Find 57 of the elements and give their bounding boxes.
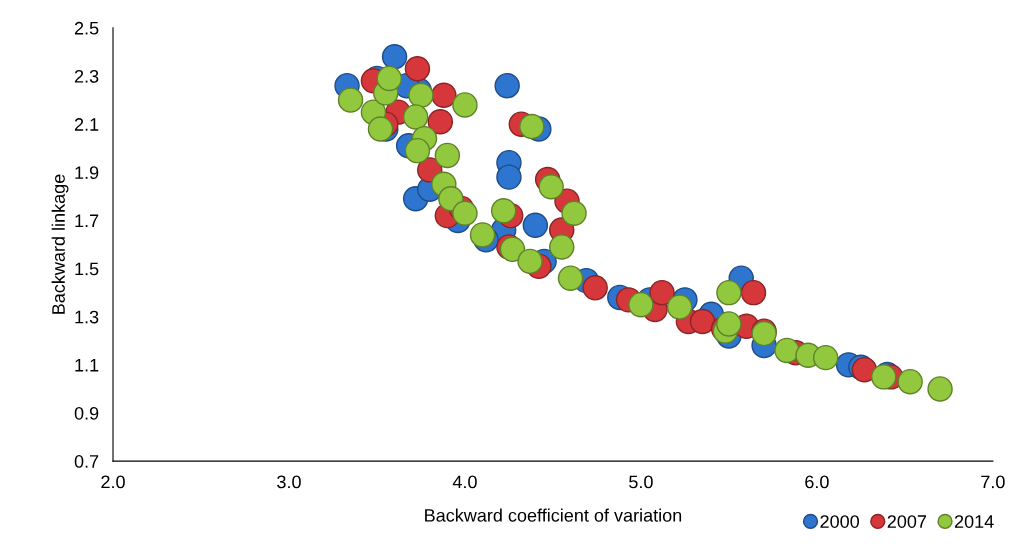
point bbox=[494, 72, 520, 99]
point bbox=[649, 279, 675, 306]
y-tick-label: 0.7 bbox=[74, 455, 99, 468]
point bbox=[716, 311, 742, 337]
point bbox=[496, 164, 522, 190]
point bbox=[404, 56, 431, 82]
point bbox=[689, 308, 716, 335]
point bbox=[522, 212, 549, 238]
point bbox=[376, 65, 403, 92]
y-tick-label: 2.3 bbox=[74, 69, 99, 83]
y-axis-title: Backward linkage bbox=[51, 174, 69, 314]
point bbox=[774, 337, 800, 364]
point bbox=[452, 92, 478, 118]
x-axis-title: Backward coefficient of variation bbox=[425, 508, 682, 522]
point bbox=[538, 174, 564, 200]
y-tick-label: 1.5 bbox=[75, 262, 99, 276]
point bbox=[452, 200, 478, 226]
point bbox=[549, 234, 575, 260]
legend-label: 2000 bbox=[820, 515, 860, 528]
point bbox=[469, 222, 496, 248]
point bbox=[337, 87, 364, 113]
point bbox=[431, 82, 457, 109]
y-tick-label: 1.3 bbox=[75, 310, 99, 324]
point bbox=[666, 294, 693, 320]
point bbox=[434, 142, 461, 169]
x-tick-label: 6.0 bbox=[805, 475, 829, 489]
y-tick-label: 0.9 bbox=[74, 406, 99, 420]
point bbox=[517, 248, 543, 275]
x-tick-label: 5.0 bbox=[629, 475, 653, 489]
point bbox=[812, 344, 839, 371]
point bbox=[381, 44, 408, 70]
x-tick-label: 2.0 bbox=[101, 475, 125, 489]
y-tick-label: 1.7 bbox=[75, 214, 99, 227]
point bbox=[490, 198, 517, 224]
point bbox=[716, 279, 742, 306]
y-tick-label: 1.1 bbox=[75, 358, 99, 372]
point bbox=[628, 291, 654, 318]
point bbox=[582, 275, 608, 301]
legend-label: 2014 bbox=[954, 515, 994, 528]
y-tick-label: 2.1 bbox=[74, 118, 99, 131]
point bbox=[519, 113, 545, 140]
x-tick-label: 4.0 bbox=[452, 475, 477, 489]
point bbox=[408, 82, 434, 109]
y-tick-label: 1.9 bbox=[75, 166, 99, 180]
point bbox=[557, 265, 584, 291]
x-tick-label: 7.0 bbox=[981, 475, 1005, 489]
x-tick-label: 3.0 bbox=[277, 475, 301, 489]
point bbox=[367, 116, 394, 142]
y-tick-label: 2.5 bbox=[74, 21, 99, 35]
point bbox=[427, 109, 454, 135]
point bbox=[897, 368, 923, 395]
legend-label: 2007 bbox=[887, 515, 927, 528]
point bbox=[561, 200, 587, 226]
point bbox=[740, 279, 767, 306]
point bbox=[402, 104, 429, 130]
point bbox=[927, 376, 953, 402]
point bbox=[404, 137, 431, 164]
